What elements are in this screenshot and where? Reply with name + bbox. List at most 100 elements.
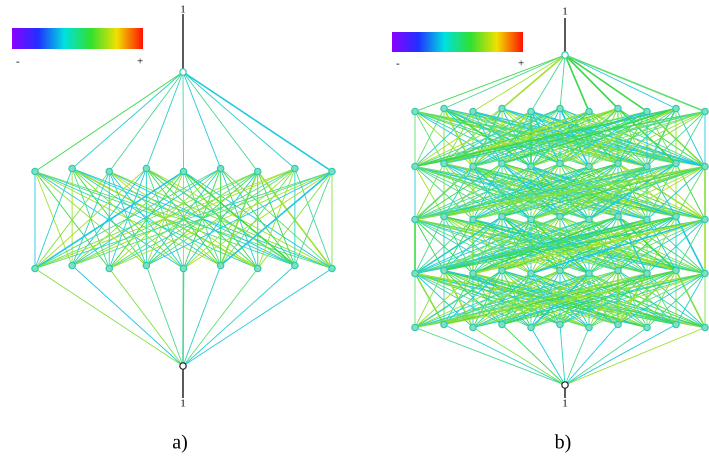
neuron <box>411 162 419 171</box>
neuron <box>672 320 680 329</box>
neuron <box>556 104 564 113</box>
connection <box>414 273 532 328</box>
connection <box>182 268 333 367</box>
connection <box>617 269 677 326</box>
connection <box>559 219 706 271</box>
neuron <box>216 261 225 270</box>
connection <box>501 166 706 217</box>
connection <box>34 71 184 172</box>
connection <box>564 54 677 109</box>
connection <box>414 111 590 167</box>
neuron <box>440 159 448 168</box>
connection <box>443 54 566 109</box>
connection <box>617 108 677 164</box>
connection <box>564 324 677 386</box>
connection <box>472 166 706 220</box>
connection <box>414 270 445 328</box>
connection <box>646 111 706 167</box>
connection <box>588 219 706 274</box>
connection <box>530 218 706 275</box>
neuron <box>672 104 680 113</box>
connection <box>414 216 561 274</box>
scale-max: + <box>137 56 143 68</box>
connection <box>414 327 566 386</box>
connection <box>588 166 706 220</box>
neuron <box>614 159 622 168</box>
connection <box>617 111 706 164</box>
connection <box>145 265 184 367</box>
neuron <box>672 212 680 221</box>
connection <box>443 270 619 325</box>
connection <box>71 168 221 266</box>
neuron <box>561 381 569 389</box>
connection <box>588 111 706 167</box>
connection <box>443 111 706 164</box>
connection <box>675 166 706 217</box>
neuron <box>643 162 651 171</box>
connection <box>443 166 706 217</box>
connection <box>414 216 445 274</box>
connection <box>34 168 147 269</box>
neuron <box>31 264 39 273</box>
color-scale <box>392 32 523 52</box>
connection <box>472 111 706 167</box>
neuron <box>643 323 651 332</box>
connection <box>559 107 677 165</box>
neuron <box>68 261 76 270</box>
neuron <box>498 104 506 113</box>
connection <box>530 111 706 167</box>
neuron <box>527 215 535 224</box>
neuron <box>31 167 39 176</box>
connection <box>501 54 566 110</box>
neuron <box>469 215 477 224</box>
neuron <box>291 164 299 173</box>
neuron <box>179 167 188 176</box>
connection <box>559 54 566 109</box>
connection <box>559 111 706 164</box>
connection <box>414 111 532 167</box>
connection <box>646 166 706 220</box>
neuron <box>585 162 593 171</box>
connection <box>564 54 619 110</box>
connection <box>414 111 474 167</box>
connection <box>414 163 445 220</box>
neuron <box>614 266 622 275</box>
neuron <box>411 215 419 224</box>
connection <box>414 166 532 220</box>
connection <box>443 163 619 217</box>
connection <box>182 71 184 172</box>
connection <box>71 265 184 367</box>
output-label: 1 <box>562 398 568 410</box>
neuron <box>253 264 262 273</box>
neuron <box>585 269 593 278</box>
connection <box>675 219 706 271</box>
connection <box>617 163 677 217</box>
connection <box>501 270 677 325</box>
neuron <box>701 323 709 332</box>
connection <box>414 273 590 328</box>
connection <box>564 327 706 386</box>
connection <box>564 54 706 113</box>
neuron <box>179 68 187 76</box>
connection <box>414 166 590 220</box>
neuron <box>643 107 651 116</box>
connection <box>564 324 619 386</box>
connection <box>414 273 648 328</box>
scale-min: - <box>16 56 20 68</box>
connection <box>182 265 296 367</box>
connection <box>71 171 333 266</box>
connection <box>414 219 590 274</box>
connection <box>414 163 677 220</box>
connection <box>146 171 333 266</box>
connection <box>646 273 706 328</box>
connection <box>220 168 296 266</box>
connection <box>182 71 222 169</box>
connection <box>559 324 566 386</box>
connection <box>414 269 503 329</box>
connection <box>182 71 333 173</box>
neuron <box>643 269 651 278</box>
connection <box>34 171 258 269</box>
connection <box>443 273 706 325</box>
connection <box>472 54 566 112</box>
neuron <box>142 164 151 173</box>
